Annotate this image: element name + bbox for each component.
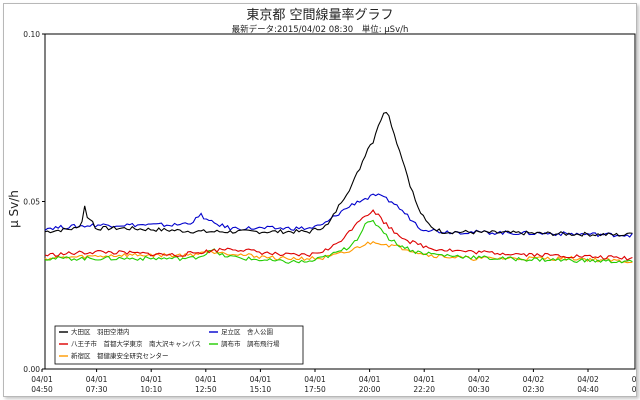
chart-frame: 東京都 空間線量率グラフ 最新データ:2015/04/02 08:30 単位: … (3, 3, 637, 397)
x-tick-date: 04/01 (359, 375, 381, 384)
series-line-1 (44, 193, 633, 238)
y-tick-label: 0.00 (23, 365, 40, 374)
x-tick-date: 04/01 (86, 375, 108, 384)
y-tick-label: 0.05 (23, 198, 40, 207)
x-tick-date: 04/02 (577, 375, 599, 384)
x-tick-date: 04/01 (413, 375, 435, 384)
y-axis-label: μ Sv/h (7, 190, 21, 228)
x-tick-date: 04/01 (250, 375, 272, 384)
legend-box (54, 325, 304, 365)
x-tick-time: 20:00 (359, 385, 381, 394)
chart-title: 東京都 空間線量率グラフ (246, 7, 393, 23)
x-tick-date: 04/01 (31, 375, 53, 384)
x-tick-time: 15:10 (250, 385, 272, 394)
x-tick-date: 04/01 (140, 375, 162, 384)
x-tick-time: 10:10 (140, 385, 162, 394)
x-tick-time: 06:40 (632, 385, 636, 394)
x-tick-time: 22:20 (413, 385, 435, 394)
series-line-2 (44, 209, 633, 261)
legend-label-1: 足立区 舎人公園 (221, 327, 273, 336)
x-tick-date: 04/01 (304, 375, 326, 384)
plot-area (44, 33, 636, 370)
x-tick-time: 04:50 (31, 385, 53, 394)
chart-subtitle: 最新データ:2015/04/02 08:30 単位: μSv/h (232, 24, 409, 35)
series-line-3 (44, 219, 633, 264)
legend-label-2: 八王子市 首都大学東京 南大沢キャンパス (71, 339, 201, 348)
x-tick-time: 17:50 (304, 385, 326, 394)
x-tick-time: 02:30 (523, 385, 545, 394)
x-tick-date: 04/02 (523, 375, 545, 384)
x-tick-date: 04/02 (468, 375, 490, 384)
x-tick-time: 07:30 (86, 385, 108, 394)
legend-label-0: 大田区 羽田空港内 (71, 327, 130, 336)
legend-label-3: 調布市 調布飛行場 (221, 339, 280, 348)
radiation-line-chart: 東京都 空間線量率グラフ 最新データ:2015/04/02 08:30 単位: … (7, 7, 636, 394)
x-tick-date: 04/01 (195, 375, 217, 384)
x-tick-date: 04/02 (632, 375, 636, 384)
series-line-0 (44, 111, 633, 237)
x-tick-time: 00:30 (468, 385, 490, 394)
legend-label-4: 新宿区 都健康安全研究センター (71, 351, 169, 360)
x-tick-time: 12:50 (195, 385, 217, 394)
y-tick-label: 0.10 (23, 30, 40, 39)
x-tick-time: 04:40 (577, 385, 599, 394)
